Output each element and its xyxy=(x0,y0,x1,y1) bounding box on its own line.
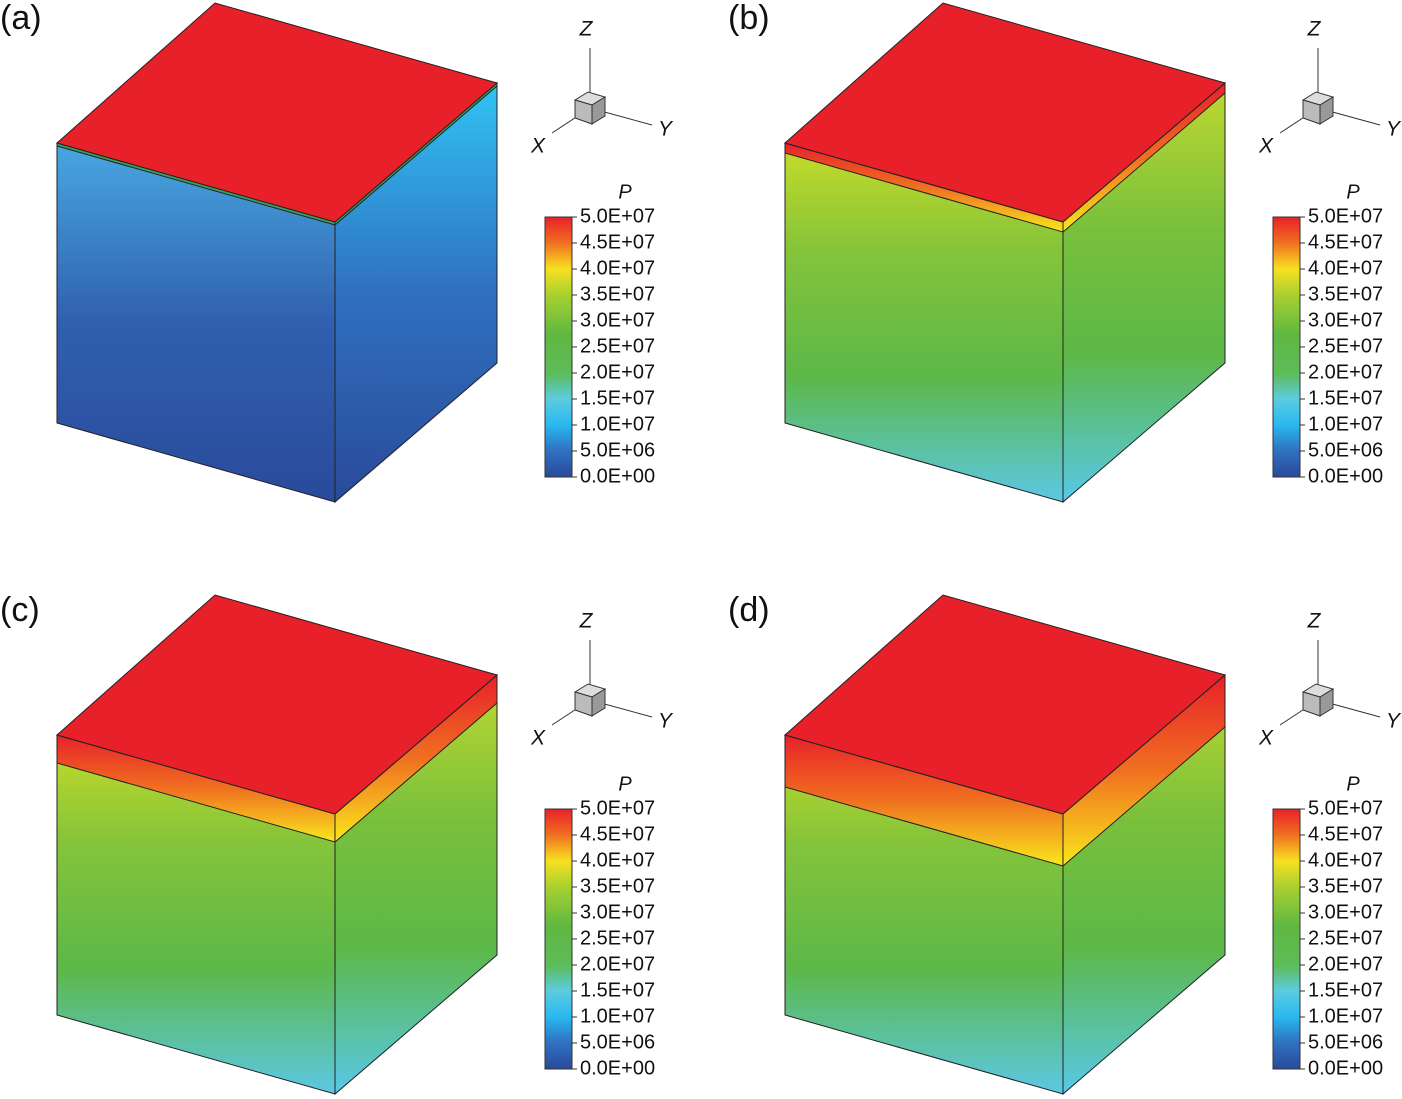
legend-tick-label: 2.5E+07 xyxy=(580,335,655,357)
legend-tick-label: 3.5E+07 xyxy=(1308,283,1383,305)
axis-label-x: X xyxy=(530,135,546,158)
legend-tick-label: 0.0E+00 xyxy=(580,1057,655,1079)
triad-cube-right xyxy=(1319,96,1334,125)
axis-label-x: X xyxy=(1258,135,1274,158)
axis-label-y: Y xyxy=(1386,118,1402,141)
legend-tick-label: 1.5E+07 xyxy=(580,387,655,409)
legend-title: P xyxy=(618,181,632,203)
legend-tick-label: 1.5E+07 xyxy=(1308,387,1383,409)
axis-label-x: X xyxy=(530,727,546,750)
legend-tick-label: 0.0E+00 xyxy=(1308,1057,1383,1079)
triad-cube-right xyxy=(591,688,606,717)
legend-tick-label: 3.0E+07 xyxy=(1308,901,1383,923)
legend-tick-label: 3.5E+07 xyxy=(580,283,655,305)
legend-title: P xyxy=(1346,773,1360,795)
colorbar xyxy=(1272,216,1301,478)
panel-label: (c) xyxy=(0,591,40,629)
legend-tick-label: 1.5E+07 xyxy=(580,979,655,1001)
legend-tick-label: 5.0E+07 xyxy=(580,797,655,819)
triad-cube-right xyxy=(591,96,606,125)
legend-tick-label: 5.0E+07 xyxy=(580,205,655,227)
legend-title: P xyxy=(1346,181,1360,203)
colorbar xyxy=(1272,808,1301,1070)
axis-label-y: Y xyxy=(1386,710,1402,733)
legend-tick-label: 0.0E+00 xyxy=(580,465,655,487)
legend-tick-label: 3.5E+07 xyxy=(580,875,655,897)
panel-label: (b) xyxy=(728,0,770,37)
legend-tick-label: 4.0E+07 xyxy=(580,257,655,279)
legend-tick-label: 0.0E+00 xyxy=(1308,465,1383,487)
legend-tick-label: 5.0E+07 xyxy=(1308,205,1383,227)
legend-tick-label: 4.5E+07 xyxy=(1308,231,1383,253)
legend-tick-label: 2.0E+07 xyxy=(1308,361,1383,383)
legend-tick-label: 1.0E+07 xyxy=(580,1005,655,1027)
axis-label-y: Y xyxy=(658,710,674,733)
legend-tick-label: 4.0E+07 xyxy=(1308,257,1383,279)
legend-tick-label: 5.0E+07 xyxy=(1308,797,1383,819)
legend-tick-label: 1.0E+07 xyxy=(580,413,655,435)
colorbar xyxy=(544,216,573,478)
legend-tick-label: 3.0E+07 xyxy=(580,901,655,923)
legend-tick-label: 5.0E+06 xyxy=(1308,439,1383,461)
legend-tick-label: 4.5E+07 xyxy=(580,231,655,253)
panel: (a) Z X Y P5.0E+07 4.5E+07 4.0E+07 3.5E+07 3.0E+… xyxy=(0,0,674,504)
panel-label: (a) xyxy=(0,0,42,37)
legend-tick-label: 5.0E+06 xyxy=(1308,1031,1383,1053)
legend-tick-label: 3.0E+07 xyxy=(1308,309,1383,331)
legend-tick-label: 4.0E+07 xyxy=(580,849,655,871)
axis-label-z: Z xyxy=(579,18,594,41)
axis-label-z: Z xyxy=(579,610,594,633)
cube-top-face xyxy=(55,2,499,223)
panel: (b) Z X Y P5.0E+07 4.5E+07 4.0E+07 3.5E+07 3.0E+… xyxy=(728,0,1402,504)
legend-tick-label: 2.5E+07 xyxy=(580,927,655,949)
axis-label-y: Y xyxy=(658,118,674,141)
legend-title: P xyxy=(618,773,632,795)
legend-tick-label: 5.0E+06 xyxy=(580,1031,655,1053)
legend-tick-label: 2.5E+07 xyxy=(1308,335,1383,357)
legend-tick-label: 1.5E+07 xyxy=(1308,979,1383,1001)
legend-tick-label: 3.0E+07 xyxy=(580,309,655,331)
legend-tick-label: 2.0E+07 xyxy=(580,361,655,383)
axis-label-z: Z xyxy=(1307,610,1322,633)
legend-tick-label: 1.0E+07 xyxy=(1308,1005,1383,1027)
legend-tick-label: 4.5E+07 xyxy=(580,823,655,845)
cube-top-face xyxy=(783,594,1227,815)
axis-label-x: X xyxy=(1258,727,1274,750)
legend-tick-label: 3.5E+07 xyxy=(1308,875,1383,897)
triad-cube-right xyxy=(1319,688,1334,717)
legend-tick-label: 2.0E+07 xyxy=(580,953,655,975)
legend-tick-label: 2.0E+07 xyxy=(1308,953,1383,975)
legend-tick-label: 2.5E+07 xyxy=(1308,927,1383,949)
cube-top-face xyxy=(783,2,1227,223)
panel: (d) Z X Y P5.0E+07 4.5E+07 4.0E+07 3.5E+07 3.0E+… xyxy=(728,591,1402,1096)
axis-label-z: Z xyxy=(1307,18,1322,41)
legend-tick-label: 4.5E+07 xyxy=(1308,823,1383,845)
cube-top-face xyxy=(55,594,499,815)
legend-tick-label: 4.0E+07 xyxy=(1308,849,1383,871)
colorbar xyxy=(544,808,573,1070)
panel: (c) Z X Y P5.0E+07 4.5E+07 4.0E+07 3.5E+07 3.0E+… xyxy=(0,591,674,1096)
panel-label: (d) xyxy=(728,591,770,629)
legend-tick-label: 5.0E+06 xyxy=(580,439,655,461)
legend-tick-label: 1.0E+07 xyxy=(1308,413,1383,435)
